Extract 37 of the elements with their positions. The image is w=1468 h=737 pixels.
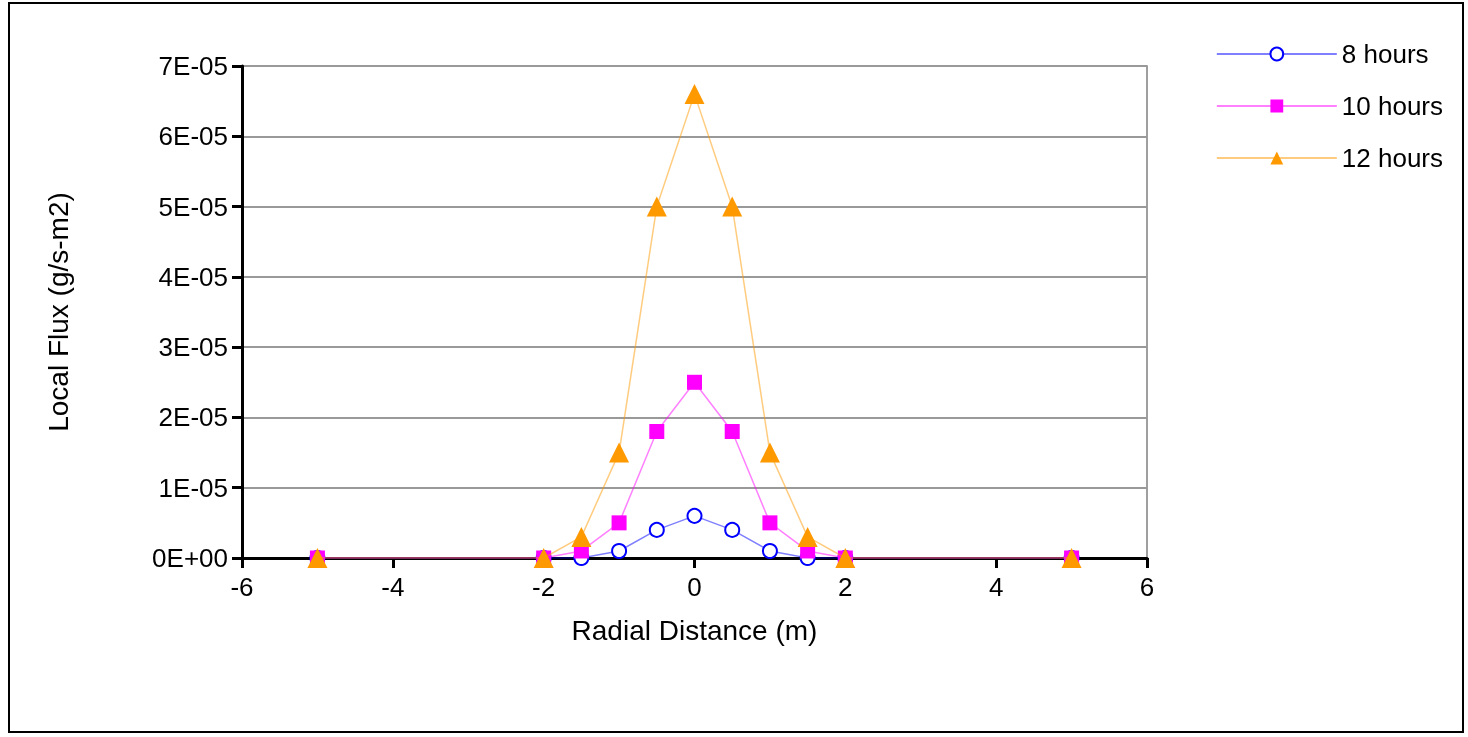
point (759, 442, 780, 463)
point (609, 442, 630, 463)
x-tick-label: -2 (532, 572, 556, 602)
point (724, 521, 741, 538)
x-tick-label: -4 (381, 572, 405, 602)
point (649, 423, 665, 439)
point (686, 507, 703, 524)
y-tick-label: 4E-05 (158, 261, 228, 292)
point (724, 423, 740, 439)
y-axis-title: Local Flux (g/s-m2) (42, 192, 74, 432)
legend-label: 10 hours (1341, 91, 1444, 121)
point (611, 542, 628, 559)
point (684, 84, 705, 105)
y-tick-label: 5E-05 (158, 191, 228, 222)
x-tick-label: 6 (1139, 572, 1155, 602)
point (761, 542, 778, 559)
y-tick-label: 7E-05 (158, 51, 228, 81)
x-tick-label: 0 (687, 572, 702, 602)
point (648, 521, 665, 538)
y-tick-label: 3E-05 (158, 332, 228, 363)
x-axis-title: Radial Distance (m) (571, 614, 818, 646)
point (722, 196, 743, 217)
point (687, 374, 702, 390)
point (571, 526, 592, 547)
y-tick-label: 6E-05 (158, 121, 228, 152)
point (646, 196, 667, 217)
x-tick-label: 4 (988, 572, 1004, 602)
y-tick-label: 0E+00 (152, 543, 228, 573)
point (611, 515, 627, 531)
y-tick-label: 1E-05 (158, 472, 228, 503)
legend-label: 8 hours (1341, 39, 1429, 69)
legend-label: 12 hours (1341, 143, 1444, 173)
x-tick-label: -6 (230, 572, 254, 602)
y-tick-label: 2E-05 (158, 402, 228, 433)
point (762, 515, 778, 531)
x-tick-label: 2 (838, 572, 853, 602)
point (797, 526, 818, 547)
